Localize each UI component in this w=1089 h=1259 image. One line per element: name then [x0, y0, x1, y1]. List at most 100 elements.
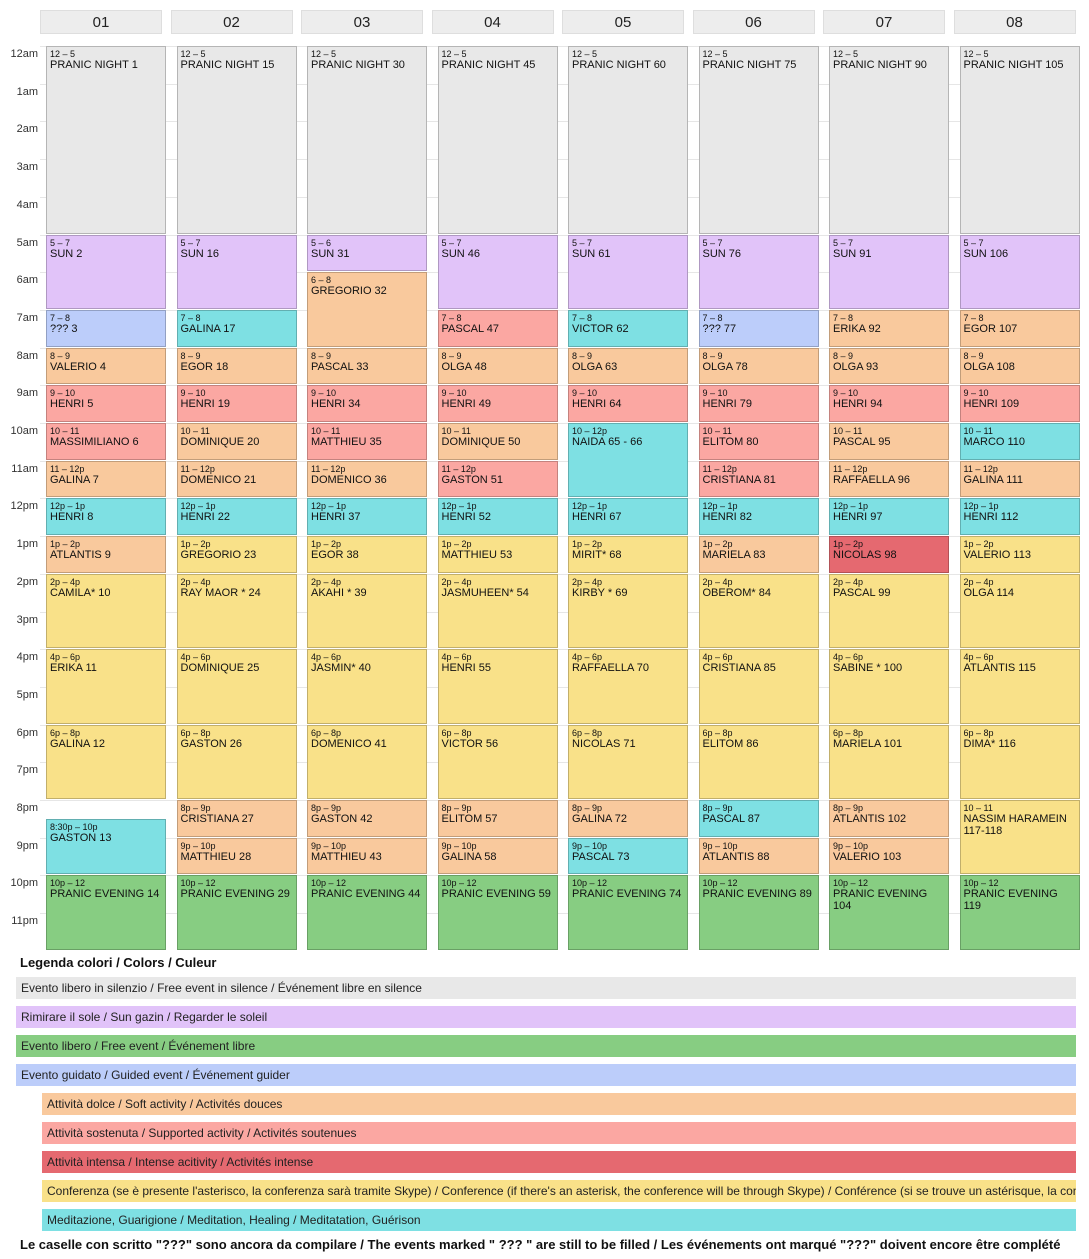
calendar-event[interactable]: 10 – 11 DOMINIQUE 50	[437, 423, 558, 460]
calendar-event[interactable]: 4p – 6p DOMINIQUE 25	[176, 649, 297, 724]
calendar-event[interactable]: 5 – 7 SUN 2	[46, 234, 166, 309]
calendar-event[interactable]: 5 – 7 SUN 106	[959, 234, 1080, 309]
calendar-event[interactable]: 12p – 1p HENRI 67	[568, 498, 688, 536]
day-header-02[interactable]: 02	[170, 10, 293, 34]
calendar-event[interactable]: 7 – 8 PASCAL 47	[437, 309, 558, 347]
calendar-event[interactable]: 8p – 9p GASTON 42	[307, 800, 427, 837]
calendar-event[interactable]: 8p – 9p ELITOM 57	[437, 800, 558, 837]
day-header-04[interactable]: 04	[431, 10, 554, 34]
calendar-event[interactable]: 12 – 5 PRANIC NIGHT 75	[698, 46, 819, 234]
calendar-event[interactable]: 1p – 2p MARIELA 83	[698, 536, 819, 573]
calendar-event[interactable]: 8p – 9p PASCAL 87	[698, 800, 819, 837]
calendar-event[interactable]: 8 – 9 OLGA 48	[437, 347, 558, 385]
calendar-event[interactable]: 7 – 8??? 77	[698, 309, 819, 347]
calendar-event[interactable]: 9 – 10 HENRI 5	[46, 385, 166, 422]
calendar-event[interactable]: 9 – 10 HENRI 34	[307, 385, 427, 422]
calendar-event[interactable]: 12p – 1p HENRI 52	[437, 498, 558, 536]
calendar-event[interactable]: 2p – 4p PASCAL 99	[829, 573, 949, 649]
calendar-event[interactable]: 10 – 11 MARCO 110	[959, 423, 1080, 460]
calendar-event[interactable]: 11 – 12p DOMENICO 36	[307, 460, 427, 498]
calendar-event[interactable]: 10p – 12 PRANIC EVENING 74	[568, 875, 688, 950]
calendar-event[interactable]: 12 – 5 PRANIC NIGHT 60	[568, 46, 688, 234]
calendar-event[interactable]: 4p – 6p RAFFAELLA 70	[568, 649, 688, 724]
calendar-event[interactable]: 6p – 8p DIMA* 116	[959, 724, 1080, 799]
day-header-03[interactable]: 03	[301, 10, 423, 34]
calendar-event[interactable]: 12p – 1p HENRI 37	[307, 498, 427, 536]
calendar-event[interactable]: 8p – 9p CRISTIANA 27	[176, 800, 297, 837]
calendar-event[interactable]: 8 – 9 PASCAL 33	[307, 347, 427, 385]
calendar-event[interactable]: 10p – 12 PRANIC EVENING 59	[437, 875, 558, 950]
calendar-event[interactable]: 12p – 1p HENRI 112	[959, 498, 1080, 536]
calendar-event[interactable]: 10 – 11 DOMINIQUE 20	[176, 423, 297, 460]
calendar-event[interactable]: 8p – 9p GALINA 72	[568, 800, 688, 837]
calendar-event[interactable]: 8 – 9 OLGA 108	[959, 347, 1080, 385]
calendar-event[interactable]: 1p – 2p ATLANTIS 9	[46, 536, 166, 573]
calendar-event[interactable]: 10p – 12 PRANIC EVENING 14	[46, 875, 166, 950]
day-header-07[interactable]: 07	[823, 10, 945, 34]
calendar-event[interactable]: 2p – 4p OLGA 114	[959, 573, 1080, 649]
calendar-event[interactable]: 11 – 12p RAFFAELLA 96	[829, 460, 949, 498]
calendar-event[interactable]: 8 – 9 OLGA 63	[568, 347, 688, 385]
calendar-event[interactable]: 2p – 4p CAMILA* 10	[46, 573, 166, 649]
calendar-event[interactable]: 12 – 5 PRANIC NIGHT 105	[959, 46, 1080, 234]
calendar-event[interactable]: 1p – 2p VALERIO 113	[959, 536, 1080, 573]
calendar-event[interactable]: 7 – 8 GALINA 17	[176, 309, 297, 347]
calendar-event[interactable]: 10 – 11 MATTHIEU 35	[307, 423, 427, 460]
calendar-event[interactable]: 1p – 2p MIRIT* 68	[568, 536, 688, 573]
calendar-event[interactable]: 12p – 1p HENRI 22	[176, 498, 297, 536]
calendar-event[interactable]: 11 – 12p GALINA 7	[46, 460, 166, 498]
calendar-event[interactable]: 10 – 11 NASSIM HARAMEIN 117-118	[959, 800, 1080, 875]
calendar-event[interactable]: 2p – 4p OBEROM* 84	[698, 573, 819, 649]
calendar-event[interactable]: 8:30p – 10p GASTON 13	[46, 818, 166, 875]
day-header-08[interactable]: 08	[953, 10, 1076, 34]
calendar-event[interactable]: 1p – 2p GREGORIO 23	[176, 536, 297, 573]
calendar-event[interactable]: 5 – 7 SUN 16	[176, 234, 297, 309]
calendar-event[interactable]: 9 – 10 HENRI 109	[959, 385, 1080, 422]
calendar-event[interactable]: 9 – 10 HENRI 79	[698, 385, 819, 422]
calendar-event[interactable]: 4p – 6p SABINE * 100	[829, 649, 949, 724]
calendar-event[interactable]: 1p – 2p NICOLAS 98	[829, 536, 949, 573]
calendar-event[interactable]: 6p – 8p DOMENICO 41	[307, 724, 427, 799]
day-header-06[interactable]: 06	[692, 10, 815, 34]
calendar-event[interactable]: 9p – 10p MATTHIEU 28	[176, 837, 297, 875]
calendar-event[interactable]: 6p – 8p MARIELA 101	[829, 724, 949, 799]
calendar-event[interactable]: 12 – 5 PRANIC NIGHT 90	[829, 46, 949, 234]
calendar-event[interactable]: 9 – 10 HENRI 19	[176, 385, 297, 422]
calendar-event[interactable]: 12 – 5 PRANIC NIGHT 30	[307, 46, 427, 234]
day-header-05[interactable]: 05	[562, 10, 684, 34]
calendar-event[interactable]: 9p – 10p VALERIO 103	[829, 837, 949, 875]
calendar-event[interactable]: 12p – 1p HENRI 97	[829, 498, 949, 536]
calendar-event[interactable]: 8 – 9 OLGA 78	[698, 347, 819, 385]
calendar-event[interactable]: 11 – 12p GASTON 51	[437, 460, 558, 498]
calendar-event[interactable]: 12 – 5 PRANIC NIGHT 1	[46, 46, 166, 234]
calendar-event[interactable]: 2p – 4p RAY MAOR * 24	[176, 573, 297, 649]
calendar-event[interactable]: 7 – 8??? 3	[46, 309, 166, 347]
calendar-event[interactable]: 5 – 7 SUN 76	[698, 234, 819, 309]
calendar-event[interactable]: 10p – 12 PRANIC EVENING 89	[698, 875, 819, 950]
calendar-event[interactable]: 9p – 10p MATTHIEU 43	[307, 837, 427, 875]
calendar-event[interactable]: 12p – 1p HENRI 82	[698, 498, 819, 536]
calendar-event[interactable]: 8p – 9p ATLANTIS 102	[829, 800, 949, 837]
calendar-event[interactable]: 5 – 7 SUN 46	[437, 234, 558, 309]
calendar-event[interactable]: 9p – 10p ATLANTIS 88	[698, 837, 819, 875]
calendar-event[interactable]: 6 – 8 GREGORIO 32	[307, 272, 427, 347]
calendar-event[interactable]: 12 – 5 PRANIC NIGHT 15	[176, 46, 297, 234]
calendar-event[interactable]: 9 – 10 HENRI 64	[568, 385, 688, 422]
calendar-event[interactable]: 2p – 4p JASMUHEEN* 54	[437, 573, 558, 649]
calendar-event[interactable]: 10p – 12 PRANIC EVENING 119	[959, 875, 1080, 950]
calendar-event[interactable]: 10 – 11 ELITOM 80	[698, 423, 819, 460]
calendar-event[interactable]: 4p – 6p CRISTIANA 85	[698, 649, 819, 724]
calendar-event[interactable]: 1p – 2p EGOR 38	[307, 536, 427, 573]
calendar-event[interactable]: 7 – 8 VICTOR 62	[568, 309, 688, 347]
calendar-event[interactable]: 8 – 9 VALERIO 4	[46, 347, 166, 385]
calendar-event[interactable]: 12p – 1p HENRI 8	[46, 498, 166, 536]
calendar-event[interactable]: 10p – 12 PRANIC EVENING 44	[307, 875, 427, 950]
calendar-event[interactable]: 9p – 10p PASCAL 73	[568, 837, 688, 875]
calendar-event[interactable]: 6p – 8p ELITOM 86	[698, 724, 819, 799]
calendar-event[interactable]: 1p – 2p MATTHIEU 53	[437, 536, 558, 573]
calendar-event[interactable]: 4p – 6p ERIKA 11	[46, 649, 166, 724]
calendar-event[interactable]: 4p – 6p JASMIN* 40	[307, 649, 427, 724]
calendar-event[interactable]: 11 – 12p DOMENICO 21	[176, 460, 297, 498]
calendar-event[interactable]: 10p – 12 PRANIC EVENING 29	[176, 875, 297, 950]
calendar-event[interactable]: 9 – 10 HENRI 94	[829, 385, 949, 422]
